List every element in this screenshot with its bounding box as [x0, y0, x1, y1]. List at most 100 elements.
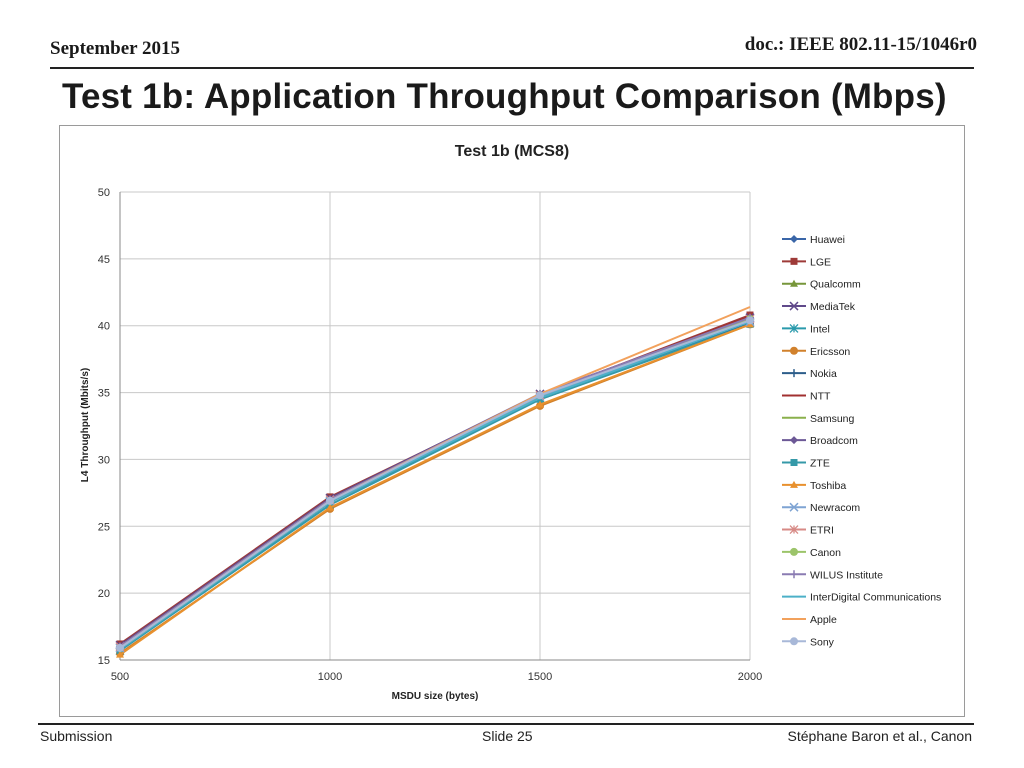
series-newracom [115, 317, 755, 653]
series-line [119, 320, 751, 651]
series-mediatek [115, 313, 755, 650]
legend-item: Ericsson [782, 346, 850, 358]
series-line [119, 323, 751, 655]
series-layer [115, 306, 755, 658]
legend-label: Intel [810, 323, 830, 335]
legend-label: Canon [810, 547, 841, 559]
series-line [119, 318, 751, 648]
series-line [119, 322, 751, 652]
legend-item: Intel [782, 323, 830, 335]
series-intel [115, 318, 755, 656]
legend-swatch-marker [790, 436, 798, 445]
series-line [119, 318, 751, 649]
legend-label: Sony [810, 636, 835, 648]
legend-item: InterDigital Communications [782, 592, 941, 604]
legend-label: LGE [810, 256, 831, 268]
legend-item: Nokia [782, 368, 837, 380]
header-date: September 2015 [50, 38, 180, 59]
legend-item: WILUS Institute [782, 569, 883, 581]
legend-swatch-marker [790, 459, 798, 466]
x-tick-label: 2000 [738, 671, 762, 683]
y-tick-label: 40 [98, 321, 110, 333]
axis-layer: 15 20 25 30 35 40 45 50 500 1000 1500 2000 [98, 187, 762, 683]
y-tick-label: 20 [98, 588, 110, 600]
x-tick-label: 1000 [318, 671, 342, 683]
legend-swatch-marker [790, 235, 798, 243]
slide-title: Test 1b: Application Throughput Comparis… [62, 77, 947, 116]
series-line [119, 316, 751, 648]
chart-frame: Test 1b (MCS8) L4 Throughput (Mbits/s) M… [59, 125, 965, 717]
series-lge [116, 311, 754, 648]
footer-divider [38, 723, 974, 725]
legend-label: Toshiba [810, 480, 846, 492]
y-tick-label: 15 [98, 655, 110, 667]
legend-label: MediaTek [810, 301, 856, 313]
legend-label: NTT [810, 390, 831, 402]
legend-swatch-marker [790, 637, 798, 646]
throughput-line-chart: Test 1b (MCS8) L4 Throughput (Mbits/s) M… [80, 143, 941, 702]
series-line [119, 323, 751, 656]
legend-label: Huawei [810, 234, 845, 246]
series-sony [116, 316, 754, 652]
data-point [326, 503, 334, 511]
legend-swatch-marker [790, 279, 798, 287]
legend-label: Samsung [810, 413, 855, 425]
series-line [119, 322, 751, 651]
legend-label: Apple [810, 614, 837, 626]
grid-layer [119, 191, 751, 661]
legend-swatch-marker [790, 346, 798, 355]
series-etri [115, 314, 755, 652]
y-axis-label: L4 Throughput (Mbits/s) [80, 368, 91, 482]
chart-title: Test 1b (MCS8) [455, 143, 569, 160]
x-tick-label: 1500 [528, 671, 552, 683]
legend-item: Newracom [782, 502, 860, 514]
y-tick-label: 35 [98, 388, 110, 400]
data-point [536, 395, 544, 403]
series-line [119, 318, 751, 649]
data-point [326, 496, 334, 505]
legend-swatch-marker [790, 547, 798, 556]
footer-slide-number: Slide 25 [482, 728, 533, 744]
legend-item: Toshiba [782, 480, 846, 492]
series-interdigital-communications [119, 320, 751, 651]
legend-label: Broadcom [810, 435, 858, 447]
series-line [119, 316, 751, 648]
legend-label: InterDigital Communications [810, 592, 941, 604]
legend-swatch-marker [789, 525, 799, 535]
series-line [119, 314, 751, 645]
legend-swatch-marker [790, 369, 798, 378]
series-qualcomm [116, 315, 754, 651]
legend-label: WILUS Institute [810, 569, 883, 581]
x-axis-label: MSDU size (bytes) [392, 691, 479, 702]
series-line [119, 320, 751, 651]
legend-swatch-marker [789, 301, 799, 311]
legend-item: Canon [782, 547, 841, 559]
y-tick-label: 25 [98, 521, 110, 533]
footer-author: Stéphane Baron et al., Canon [787, 728, 972, 744]
legend-label: Qualcomm [810, 279, 861, 291]
series-broadcom [116, 313, 754, 651]
y-tick-label: 45 [98, 254, 110, 266]
series-toshiba [116, 320, 754, 658]
data-point [116, 650, 124, 658]
y-tick-label: 30 [98, 454, 110, 466]
legend-label: Newracom [810, 502, 860, 514]
series-line [119, 316, 751, 649]
series-huawei [116, 317, 754, 654]
series-nokia [116, 319, 754, 654]
legend-swatch-marker [790, 480, 798, 488]
legend-item: NTT [782, 390, 831, 402]
legend-swatch-marker [790, 570, 798, 579]
series-zte [116, 320, 754, 655]
series-canon [116, 315, 754, 652]
header-divider [50, 67, 974, 69]
legend-item: Qualcomm [782, 279, 861, 291]
header-doc-id: doc.: IEEE 802.11-15/1046r0 [744, 34, 977, 55]
series-line [119, 316, 751, 647]
data-point [116, 643, 124, 652]
series-ntt [119, 315, 751, 648]
legend-item: LGE [782, 256, 831, 268]
y-tick-label: 50 [98, 187, 110, 199]
series-line [119, 320, 751, 649]
legend-label: ETRI [810, 525, 834, 537]
